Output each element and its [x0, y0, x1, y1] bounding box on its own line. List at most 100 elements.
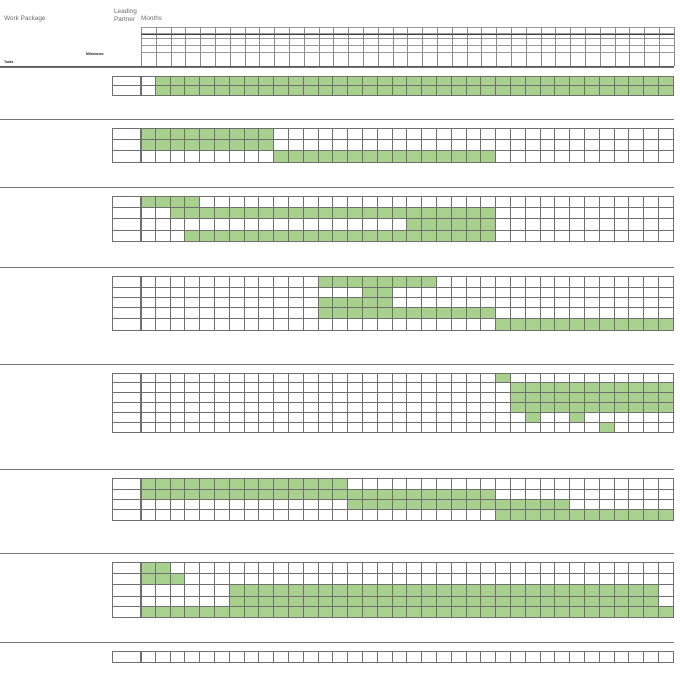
task-bar-cell [525, 606, 541, 618]
month-cell [377, 413, 393, 423]
month-cell [289, 403, 304, 413]
phase-label [318, 34, 497, 35]
month-cell [259, 287, 275, 298]
month-cell [570, 139, 585, 151]
month-cell [392, 413, 408, 423]
task-bar-cell [259, 585, 275, 597]
month-cell [629, 478, 645, 490]
task-bar-cell [244, 207, 260, 219]
task-bar-cell [614, 393, 630, 403]
month-cell [481, 393, 497, 403]
month-cell [363, 196, 378, 208]
month-cell [392, 373, 408, 383]
task-bar-cell [585, 403, 600, 413]
task-bar-cell [422, 151, 437, 163]
task-bar-cell [377, 276, 393, 288]
task-bar-cell [540, 383, 556, 393]
month-cell [215, 393, 230, 403]
month-cell [659, 499, 674, 510]
task-bar-cell [511, 393, 526, 403]
month-cell [437, 196, 452, 208]
task-bar-cell [377, 151, 393, 163]
task-bar-cell [289, 606, 304, 618]
month-cell [437, 393, 452, 403]
month-cell [599, 151, 615, 163]
task-bar-cell [451, 307, 467, 319]
month-cell [348, 562, 363, 574]
month-cell [318, 287, 334, 298]
month-cell [614, 651, 630, 663]
task-bar-cell [274, 151, 289, 163]
month-cell [585, 128, 600, 140]
month-cell [377, 128, 393, 140]
month-cell [407, 573, 423, 585]
month-cell [392, 423, 408, 433]
month-cell [511, 276, 526, 288]
month-cell [274, 423, 289, 433]
task-bar-cell [259, 76, 275, 86]
month-cell [141, 413, 156, 423]
month-cell [363, 319, 378, 331]
month-divider [303, 27, 305, 66]
wp-separator [0, 187, 674, 188]
task-bar-cell [141, 489, 156, 500]
month-cell [392, 393, 408, 403]
month-divider [333, 27, 335, 66]
month-cell [614, 562, 630, 574]
month-cell [155, 596, 171, 607]
task-bar-cell [466, 151, 482, 163]
partner-cell [112, 478, 141, 490]
month-cell [392, 219, 408, 231]
month-cell [259, 276, 275, 288]
task-bar-cell [170, 196, 186, 208]
task-bar-cell [496, 319, 511, 331]
month-cell [318, 562, 334, 574]
task-bar-cell [141, 562, 156, 574]
task-bar-cell [599, 383, 615, 393]
month-cell [141, 276, 156, 288]
month-cell [659, 297, 674, 308]
month-divider [229, 27, 231, 66]
month-cell [570, 276, 585, 288]
month-cell [318, 423, 334, 433]
task-bar-cell [422, 86, 437, 96]
task-bar-cell [481, 596, 497, 607]
task-bar-cell [155, 76, 171, 86]
month-cell [348, 383, 363, 393]
month-cell [466, 297, 482, 308]
month-cell [525, 151, 541, 163]
month-cell [525, 573, 541, 585]
month-cell [170, 585, 186, 597]
month-cell [348, 219, 363, 231]
month-cell [318, 373, 334, 383]
month-cell [303, 219, 319, 231]
month-divider [274, 27, 276, 66]
month-cell [525, 489, 541, 500]
month-cell [496, 383, 511, 393]
task-bar-cell [274, 86, 289, 96]
task-bar-cell [348, 76, 363, 86]
month-cell [629, 499, 645, 510]
task-bar-cell [599, 403, 615, 413]
month-cell [348, 128, 363, 140]
month-cell [274, 403, 289, 413]
month-cell [348, 319, 363, 331]
month-cell [155, 219, 171, 231]
month-cell [570, 651, 585, 663]
month-cell [644, 128, 659, 140]
task-bar-cell [570, 383, 585, 393]
partner-cell [112, 585, 141, 597]
task-bar-cell [348, 489, 363, 500]
task-bar-cell [525, 319, 541, 331]
task-bar-cell [540, 596, 556, 607]
wp-separator [0, 119, 674, 120]
task-bar-cell [525, 499, 541, 510]
month-cell [259, 651, 275, 663]
task-bar-cell [170, 606, 186, 618]
month-cell [540, 151, 556, 163]
month-cell [540, 297, 556, 308]
month-cell [185, 562, 201, 574]
month-cell [392, 403, 408, 413]
month-cell [348, 413, 363, 423]
task-bar-cell [348, 151, 363, 163]
